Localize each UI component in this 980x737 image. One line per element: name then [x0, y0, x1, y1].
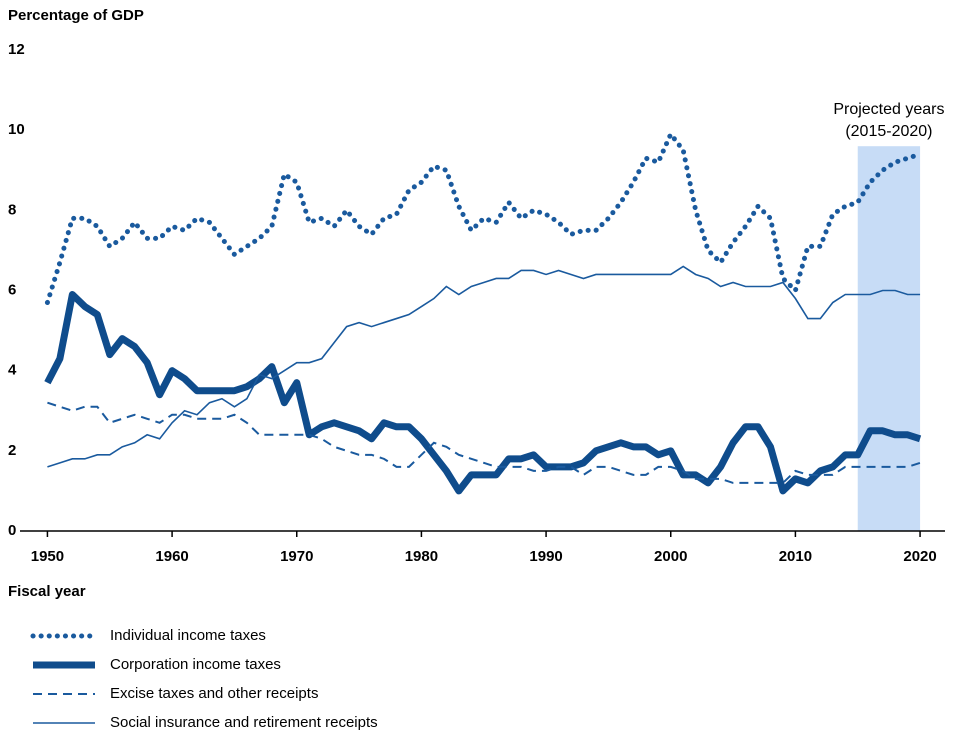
- x-axis-title: Fiscal year: [8, 583, 86, 600]
- x-tick-label: 1950: [31, 548, 64, 565]
- y-tick-label: 6: [8, 281, 16, 298]
- y-tick-label: 2: [8, 442, 16, 459]
- y-tick-label: 12: [8, 41, 25, 58]
- x-tick-label: 1980: [405, 548, 438, 565]
- series-line: [44, 291, 922, 495]
- x-tick-label: 1970: [280, 548, 313, 565]
- projection-shade: [857, 146, 921, 531]
- series-line: [47, 265, 921, 468]
- x-tick-label: 1960: [155, 548, 188, 565]
- x-tick-label: 1990: [529, 548, 562, 565]
- x-tick-label: 2000: [654, 548, 687, 565]
- legend-label: Excise taxes and other receipts: [110, 685, 318, 702]
- legend-label: Individual income taxes: [110, 627, 266, 644]
- x-tick-label: 2010: [779, 548, 812, 565]
- legend-label: Social insurance and retirement receipts: [110, 714, 378, 731]
- y-axis-title: Percentage of GDP: [8, 7, 144, 24]
- annotation: (2015-2020): [845, 123, 932, 140]
- series-line: [44, 129, 923, 306]
- y-tick-label: 4: [8, 362, 17, 379]
- x-tick-label: 2020: [903, 548, 936, 565]
- series-line: [47, 401, 921, 484]
- y-tick-label: 0: [8, 522, 16, 539]
- y-tick-label: 10: [8, 121, 25, 138]
- y-tick-label: 8: [8, 201, 16, 218]
- legend-label: Corporation income taxes: [110, 656, 281, 673]
- annotation: Projected years: [833, 101, 944, 118]
